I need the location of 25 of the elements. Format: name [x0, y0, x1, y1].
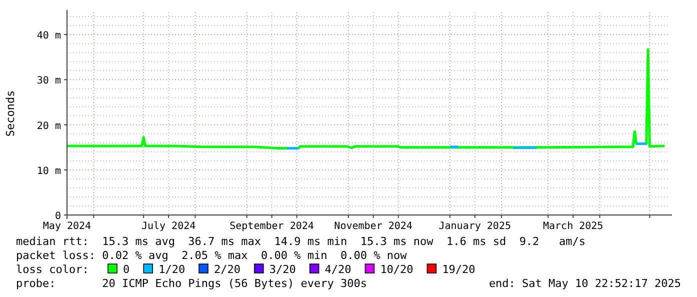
legend-label: 3/20 — [269, 263, 296, 276]
text: median rtt: 15.3 ms avg 36.7 ms max 14.9 ms min 15.3 ms now 1.6 ms sd 9.2 am/s — [16, 235, 586, 248]
y-tick-label: 30 m — [36, 76, 61, 87]
x-tick-label: September 2024 — [230, 221, 314, 232]
y-tick-label: 10 m — [36, 166, 61, 177]
legend-label: 0 — [123, 263, 130, 276]
text: packet loss: 0.02 % avg 2.05 % max 0.00 % min 0.00 % now — [16, 249, 408, 262]
legend-title: loss color: — [16, 263, 89, 276]
legend-label: 2/20 — [214, 263, 240, 276]
x-tick-label: July 2024 — [141, 221, 196, 232]
text: end: Sat May 10 22:52:17 2025 — [488, 277, 681, 290]
legend-label: 4/20 — [324, 263, 352, 276]
y-tick-label: 20 m — [36, 120, 61, 132]
y-tick-label: 0 — [54, 211, 61, 222]
y-tick-label: 40 m — [36, 30, 61, 42]
y-axis-title: Seconds — [4, 90, 17, 137]
x-tick-label: May 2024 — [42, 221, 92, 232]
legend-label: 10/20 — [380, 263, 414, 276]
text: probe: 20 ICMP Echo Pings (56 Bytes) every 300s — [16, 277, 367, 290]
x-tick-label: March 2025 — [542, 221, 604, 232]
x-tick-label: January 2025 — [438, 221, 512, 232]
x-tick-label: November 2024 — [334, 221, 412, 232]
legend-label: 19/20 — [442, 263, 476, 276]
legend-label: 1/20 — [158, 263, 186, 276]
line-series — [66, 48, 666, 150]
